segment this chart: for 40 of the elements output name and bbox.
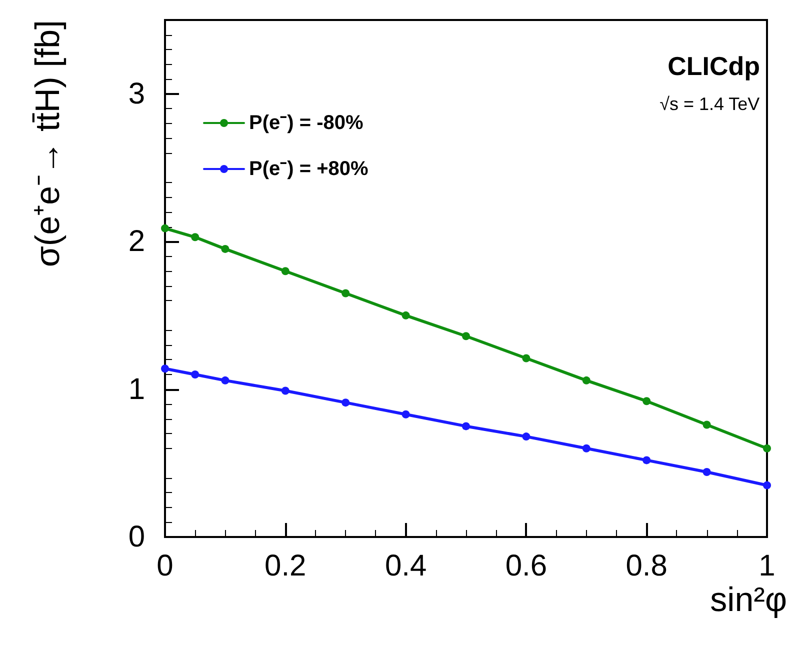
point [522, 354, 530, 362]
point [522, 432, 530, 441]
point [281, 267, 290, 276]
point [402, 410, 410, 418]
x-tick-label: 0.2 [264, 550, 306, 582]
x-tick-label: 0 [156, 550, 174, 582]
legend-label: P(e⁻) = -80% [249, 112, 364, 134]
point [342, 289, 350, 298]
point [642, 456, 651, 464]
point [161, 364, 169, 373]
point [342, 398, 350, 407]
y-axis-title: σ(e⁺e⁻→ tt̄H) [fb] [29, 20, 67, 268]
y-tick-label: 0 [128, 520, 145, 554]
point [642, 397, 651, 406]
point [191, 370, 200, 379]
x-tick-label: 0.4 [384, 550, 427, 582]
point [221, 376, 230, 384]
y-tick-label: 1 [128, 372, 145, 406]
point [702, 420, 711, 429]
point [161, 224, 169, 232]
point [582, 444, 590, 452]
point [582, 376, 590, 384]
annotation: √s = 1.4 TeV [660, 94, 760, 114]
x-tick-label: 1 [758, 550, 776, 582]
point [221, 244, 230, 253]
point [402, 311, 410, 320]
x-axis-title: sin²φ [710, 581, 787, 619]
point [281, 386, 290, 395]
x-tick-label: 0.8 [626, 550, 668, 582]
point [763, 481, 771, 490]
point [462, 422, 470, 430]
y-tick-label: 3 [128, 77, 145, 110]
legend-label: P(e⁻) = +80% [249, 158, 368, 180]
y-tick-label: 2 [128, 225, 145, 258]
point [702, 468, 711, 476]
x-tick-label: 0.6 [505, 550, 548, 582]
point [191, 233, 200, 242]
point [462, 332, 470, 340]
point [763, 444, 771, 452]
annotation: CLICdp [668, 51, 760, 81]
